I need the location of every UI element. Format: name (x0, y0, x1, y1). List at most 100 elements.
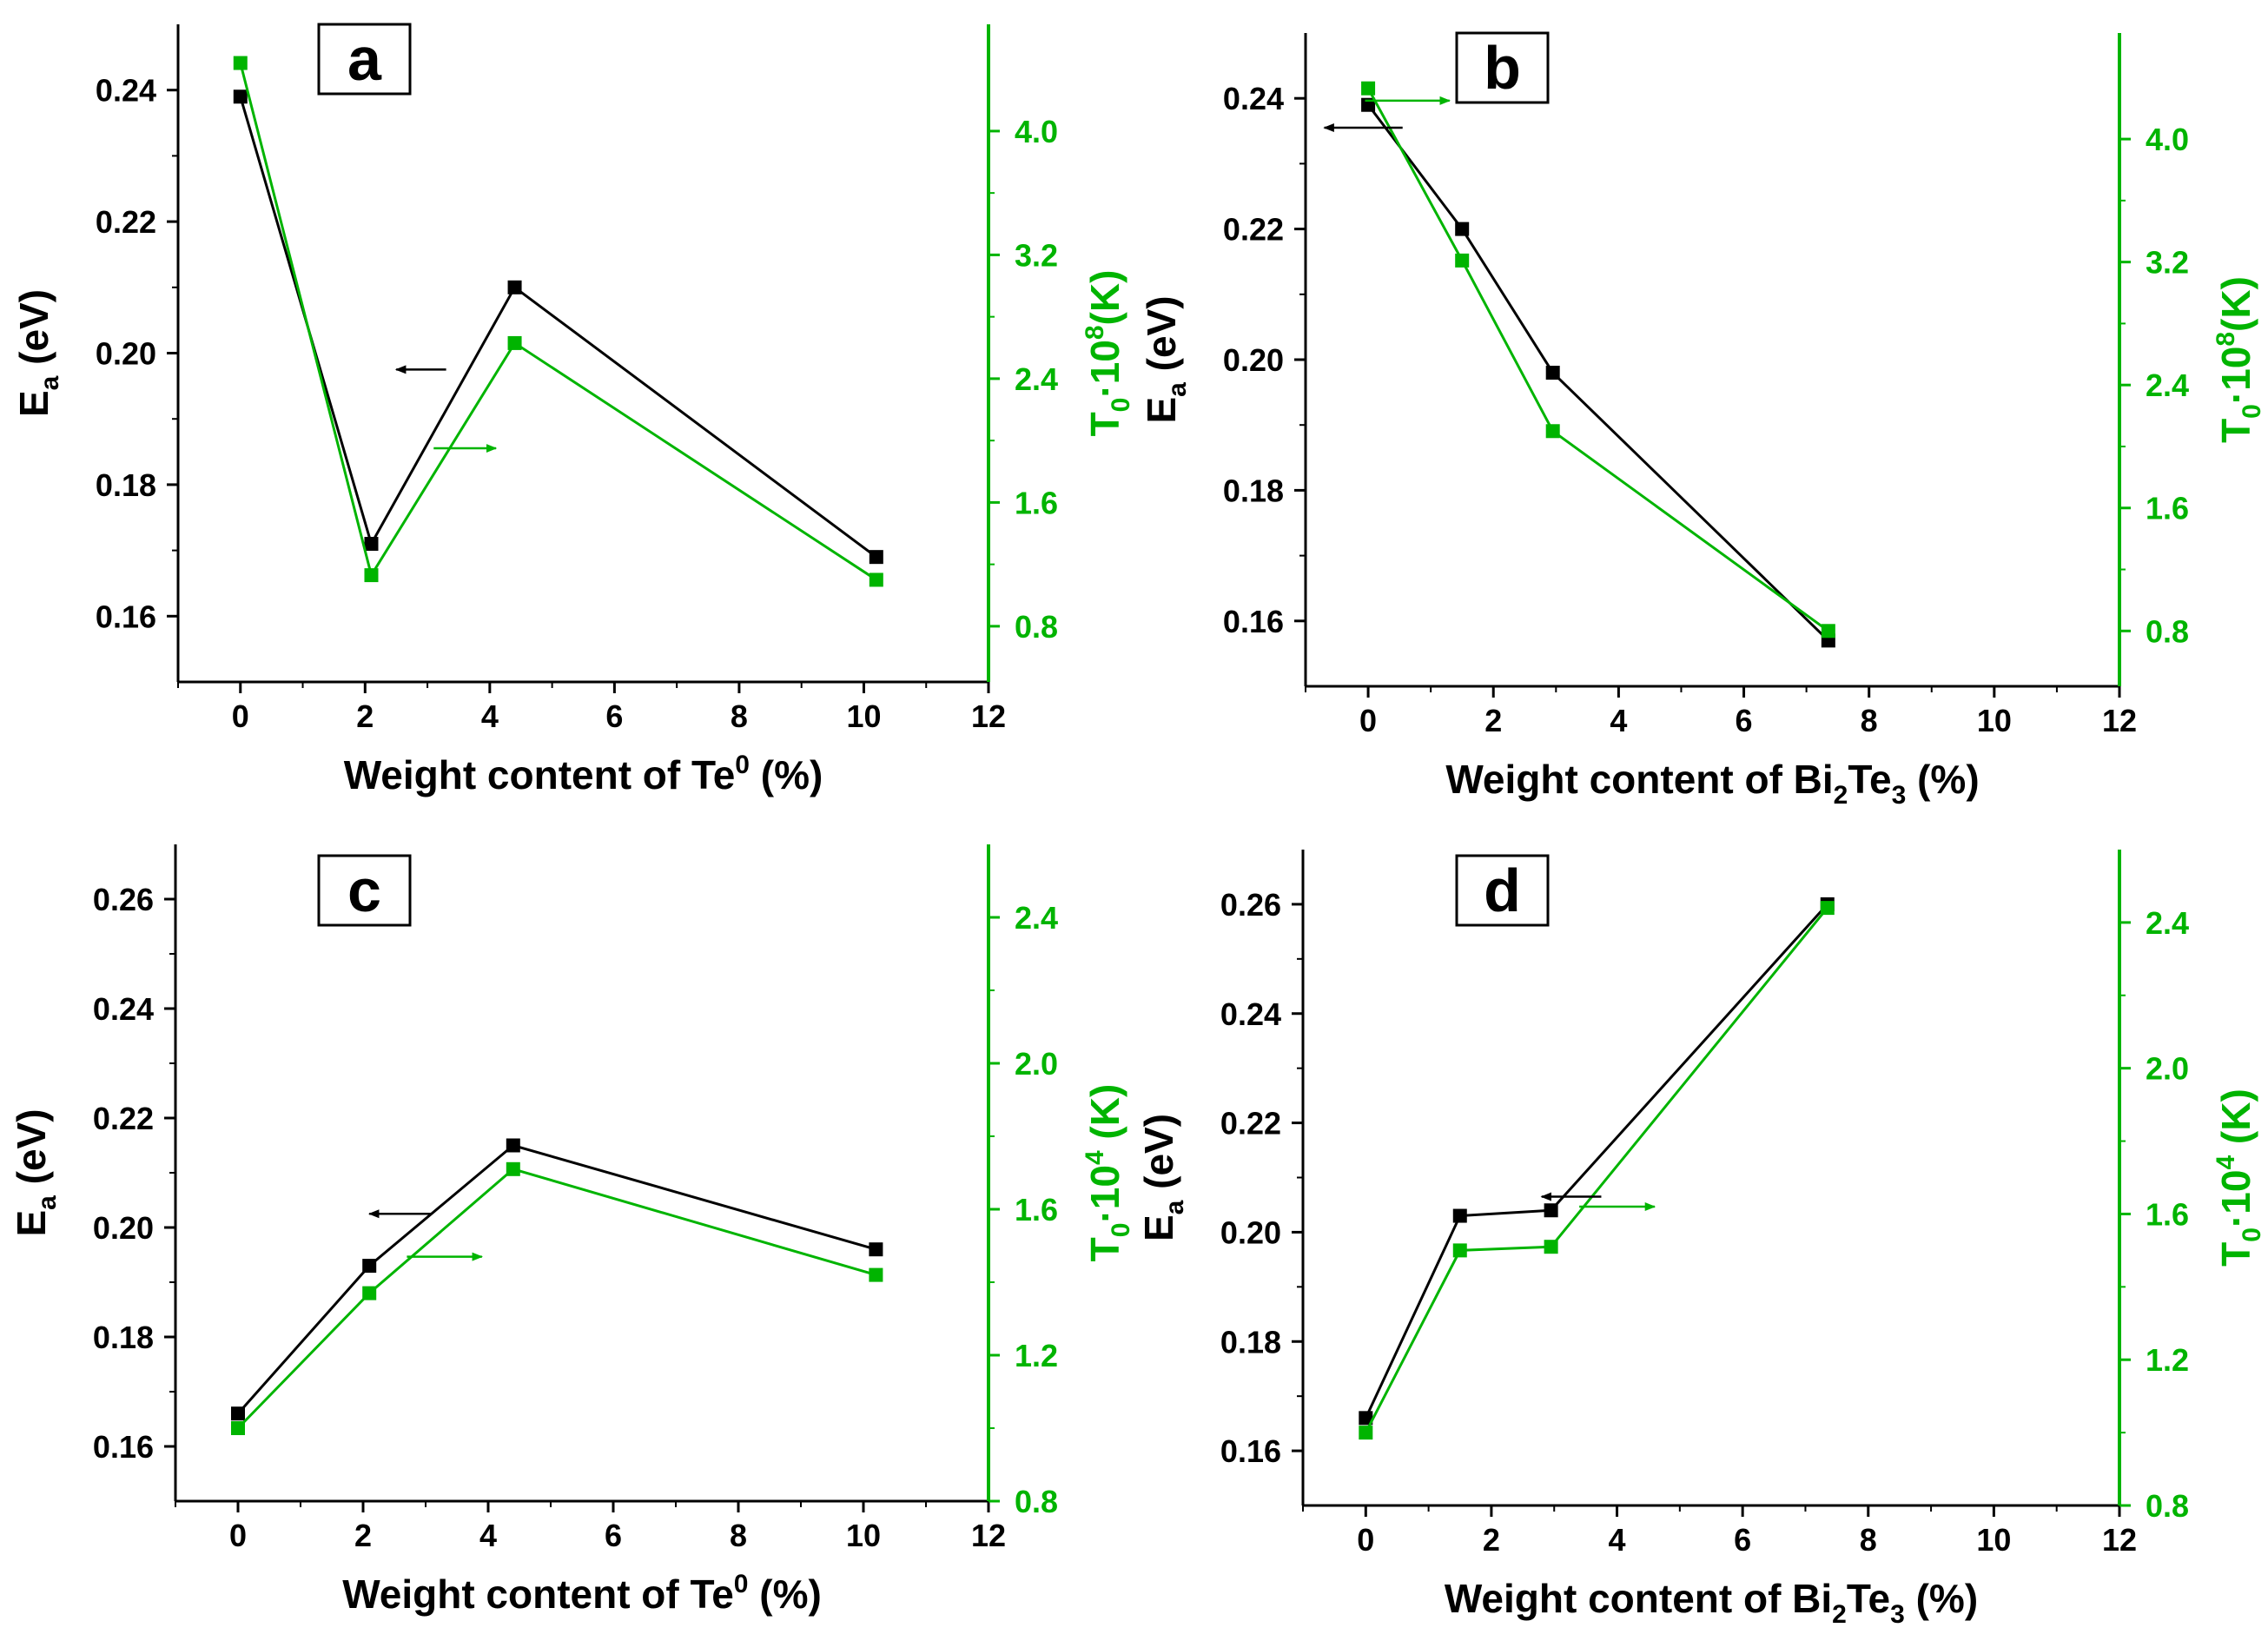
series-t0-point (1361, 81, 1376, 96)
series-ea-point (506, 1138, 520, 1153)
x-tick-label: 10 (846, 698, 881, 734)
series-ea-point (364, 537, 379, 552)
y2-tick-label: 2.4 (2146, 367, 2189, 403)
y-tick-label: 0.24 (93, 991, 154, 1027)
series-ea-point (1544, 1203, 1558, 1218)
panel-d: 0 2 4 6 8 10 12 0.16 0.18 0.20 0.22 0.24 0.26 0.8 1.2 1… (1136, 850, 2266, 1629)
panel-c: 0 2 4 6 8 10 12 0.16 0.18 0.20 0.22 0.24 0.26 0.8 1.2 1… (9, 844, 1135, 1617)
y-axis-title: Ea (eV) (11, 289, 64, 417)
x-axis-title: Weight content of Bi2Te3 (%) (1445, 757, 1979, 810)
series-t0-point (362, 1286, 377, 1300)
x-tick-label: 10 (1976, 1522, 2011, 1558)
y2-tick-label: 0.8 (1015, 1484, 1058, 1519)
y2-tick-label: 2.0 (1015, 1046, 1058, 1082)
panel-label: b (1484, 34, 1521, 102)
x-tick-label: 0 (1359, 703, 1377, 738)
series-t0-line (236, 1168, 876, 1430)
series-t0-point (364, 568, 379, 583)
panel-label: a (347, 25, 382, 93)
panel-label: d (1484, 857, 1521, 924)
series-ea-line (1366, 103, 1829, 642)
y2-tick-label: 3.2 (1015, 237, 1058, 273)
series-t0-point (1545, 424, 1560, 439)
y-tick-label: 0.16 (96, 599, 156, 634)
series-ea-point (231, 1406, 245, 1421)
series-t0-point (1452, 1243, 1467, 1258)
series-t0-point (1821, 624, 1835, 639)
series-ea-point (1455, 222, 1470, 236)
x-tick-label: 6 (605, 698, 623, 734)
x-tick-label: 4 (479, 1518, 497, 1553)
y-tick-label: 0.24 (1223, 81, 1284, 116)
x-tick-label: 12 (971, 698, 1006, 734)
y2-axis-title: T0·108(K) (1081, 270, 1135, 437)
series-t0-point (869, 1267, 883, 1282)
series-t0-point (1455, 253, 1470, 268)
y-axis-title: Ea (eV) (1139, 295, 1192, 423)
series-t0-line (239, 63, 877, 581)
y2-tick-label: 2.4 (1015, 361, 1058, 397)
y-tick-label: 0.26 (93, 882, 154, 917)
y2-tick-label: 1.6 (1015, 485, 1058, 520)
y2-tick-label: 1.6 (2146, 1196, 2189, 1232)
series-ea-point (507, 280, 522, 294)
y-axis-title: Ea (eV) (9, 1108, 62, 1236)
y-tick-label: 0.22 (1223, 212, 1284, 248)
x-tick-label: 0 (229, 1518, 247, 1553)
y2-tick-label: 1.2 (1015, 1338, 1058, 1373)
x-tick-label: 12 (2102, 1522, 2137, 1558)
series-ea-point (1452, 1208, 1467, 1223)
x-tick-label: 10 (846, 1518, 881, 1553)
x-axis-title: Weight content of Bi2Te3 (%) (1445, 1576, 1978, 1629)
y2-tick-label: 2.4 (2146, 905, 2189, 941)
x-tick-label: 12 (2102, 703, 2137, 738)
y-tick-label: 0.18 (96, 467, 156, 503)
y2-tick-label: 4.0 (2146, 122, 2189, 157)
panel-label-box (1455, 854, 1550, 927)
y2-tick-label: 2.4 (1015, 900, 1058, 936)
y2-tick-label: 0.8 (1015, 609, 1058, 645)
y-tick-label: 0.16 (1220, 1433, 1281, 1469)
y-tick-label: 0.20 (1220, 1214, 1281, 1250)
series-t0-point (869, 572, 883, 587)
x-tick-label: 2 (1484, 703, 1502, 738)
series-ea-point (1359, 1411, 1373, 1426)
y2-axis-title: T0·104 (K) (2212, 1088, 2266, 1267)
y2-tick-label: 3.2 (2146, 245, 2189, 281)
x-tick-label: 10 (1977, 703, 2012, 738)
y-tick-label: 0.18 (93, 1320, 154, 1355)
x-tick-label: 2 (356, 698, 374, 734)
x-tick-label: 8 (1861, 703, 1878, 738)
series-t0-point (507, 335, 522, 350)
y-tick-label: 0.20 (1223, 342, 1284, 378)
panel-b: 0 2 4 6 8 10 12 0.16 0.18 0.20 0.22 0.24 0.8 1.6 2.4 3.… (1139, 31, 2266, 810)
x-tick-label: 0 (232, 698, 249, 734)
x-tick-label: 2 (1483, 1522, 1500, 1558)
y-tick-label: 0.22 (96, 204, 156, 240)
y2-tick-label: 1.6 (1015, 1192, 1058, 1227)
y2-tick-label: 1.2 (2146, 1342, 2189, 1378)
panel-label: c (347, 857, 381, 924)
y2-tick-label: 4.0 (1015, 114, 1058, 149)
series-t0-point (1359, 1426, 1373, 1440)
x-axis-title: Weight content of Te0 (%) (342, 1570, 822, 1617)
y2-axis-title: T0·108(K) (2212, 276, 2266, 443)
series-t0-line (1364, 907, 1828, 1433)
series-ea-point (362, 1259, 377, 1274)
y2-tick-label: 0.8 (2146, 613, 2189, 649)
y-axis-title: Ea (eV) (1136, 1114, 1189, 1241)
series-ea-line (236, 1143, 876, 1415)
y2-tick-label: 0.8 (2146, 1488, 2189, 1524)
y2-tick-label: 1.6 (2146, 491, 2189, 526)
x-tick-label: 4 (481, 698, 499, 734)
panel-label-box (317, 854, 412, 927)
y-tick-label: 0.26 (1220, 887, 1281, 923)
series-ea-point (869, 1242, 883, 1257)
x-tick-label: 8 (1860, 1522, 1877, 1558)
series-t0-point (1820, 901, 1835, 916)
y-tick-label: 0.20 (93, 1210, 154, 1246)
series-t0-point (231, 1421, 245, 1435)
series-t0-line (1366, 87, 1829, 632)
series-ea-point (869, 550, 883, 565)
